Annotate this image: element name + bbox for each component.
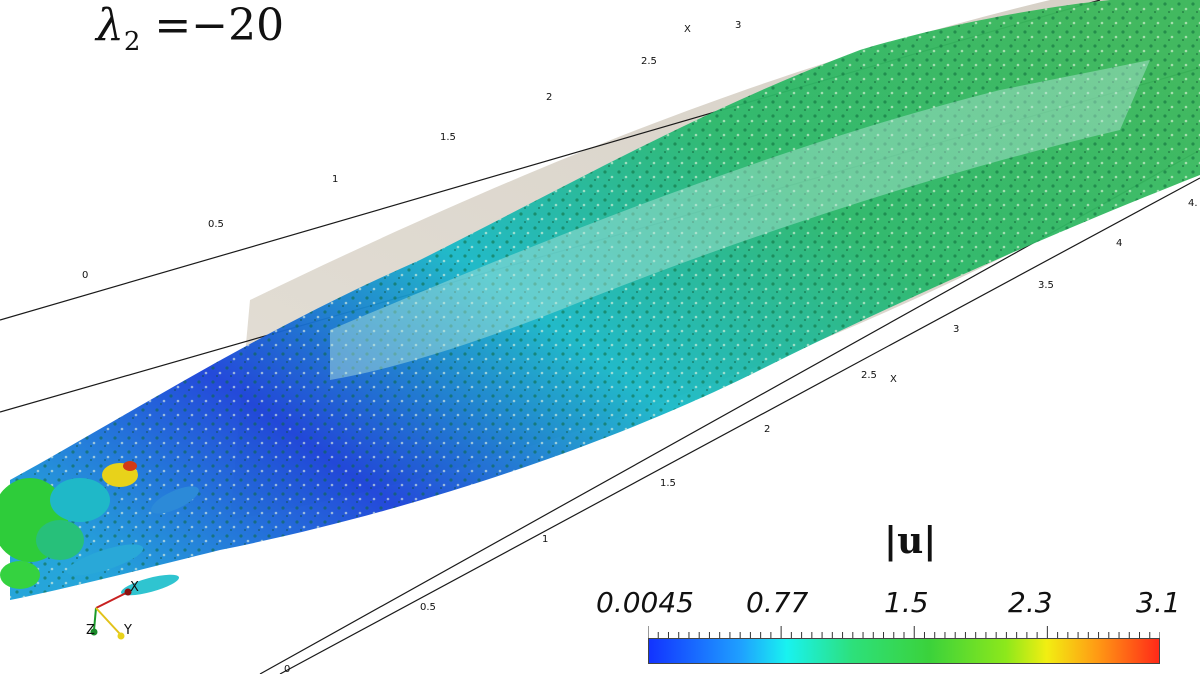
lambda-value: =−20	[140, 0, 285, 51]
orientation-axes-widget: X Z Y	[86, 580, 139, 640]
lambda-symbol: λ	[96, 0, 124, 51]
lambda2-title: λ2 =−20	[96, 0, 285, 57]
vortex-wake-texture	[10, 0, 1200, 600]
colorbar-value: 0.77	[746, 586, 809, 619]
upper-tick-label: 1.5	[440, 132, 456, 143]
lower-axis-ticks: 0 0.5 1 1.5 2 2.5 3 3.5 4 4. X	[284, 198, 1198, 674]
colorbar-value: 1.5	[884, 586, 929, 619]
orient-z-label: Z	[86, 623, 95, 638]
colorbar-title: |u|	[884, 520, 937, 562]
upper-tick-label: 0.5	[208, 219, 224, 230]
wake-core	[330, 60, 1150, 380]
lower-tick-label: 2.5	[861, 370, 877, 381]
orient-x-label: X	[130, 580, 139, 595]
lower-tick-label: 4.	[1188, 198, 1198, 209]
lower-tick-label: 0.5	[420, 602, 436, 613]
colorbar-value: 2.3	[1008, 586, 1053, 619]
lower-axis-line	[279, 177, 1200, 674]
lower-tick-label: 1.5	[660, 478, 676, 489]
upper-tick-label: 2.5	[641, 56, 657, 67]
inlet-vortices	[0, 461, 199, 596]
colorbar-labels: 0.0045 0.77 1.5 2.3 3.1	[596, 586, 1186, 622]
lower-tick-label: 1	[542, 534, 548, 545]
lower-tick-label: 4	[1116, 238, 1122, 249]
upper-tick-label: 3	[735, 20, 741, 31]
lower-tick-label: 3.5	[1038, 280, 1054, 291]
lower-tick-label: 2	[764, 424, 770, 435]
upper-tick-label: 0	[82, 270, 88, 281]
lower-axis-name: X	[890, 374, 897, 385]
upper-axis-name: X	[684, 24, 691, 35]
lower-tick-label: 3	[953, 324, 959, 335]
orient-y-label: Y	[123, 623, 132, 638]
colorbar	[648, 638, 1160, 664]
upper-tick-label: 1	[332, 174, 338, 185]
colorbar-value-max: 3.1	[1136, 586, 1181, 619]
lower-tick-label: 0	[284, 664, 290, 674]
upper-tick-label: 2	[546, 92, 552, 103]
colorbar-value-min: 0.0045	[596, 586, 694, 619]
lambda-subscript: 2	[123, 27, 141, 57]
upper-axis-ticks: 0 0.5 1 1.5 2 2.5 3 X	[82, 20, 741, 281]
